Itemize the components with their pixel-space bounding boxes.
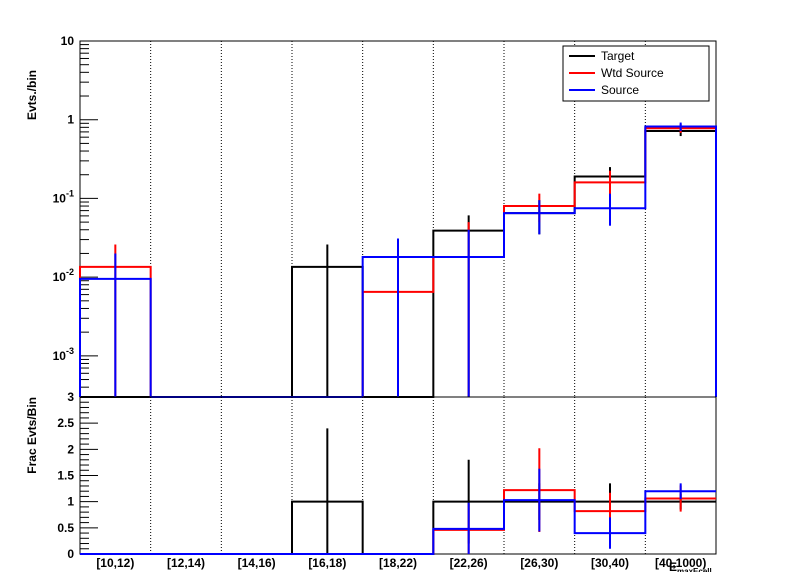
top-y-tick-base: 10	[53, 270, 67, 284]
x-category-label: [12,14)	[167, 556, 205, 570]
x-category-label: [22,26)	[450, 556, 488, 570]
x-category-label: [40,1000)	[655, 556, 706, 570]
x-axis-title-subscript: maxEcell	[677, 567, 712, 572]
top-y-tick-base: 1	[67, 113, 74, 127]
bottom-y-axis-title: Frac Evts/Bin	[25, 397, 39, 474]
legend-label: Source	[601, 83, 639, 97]
legend-label: Target	[601, 49, 635, 63]
top-y-tick-exponent: -1	[66, 188, 74, 198]
x-category-label: [18,22)	[379, 556, 417, 570]
bottom-y-tick-label: 0	[67, 547, 74, 561]
x-category-label: [30,40)	[591, 556, 629, 570]
x-axis-title: EmaxEcell	[669, 560, 712, 572]
legend: Target Wtd Source Source	[562, 45, 710, 102]
top-y-axis-title: Evts./bin	[25, 70, 39, 120]
top-y-tick-base: 10	[53, 191, 67, 205]
top-y-tick-label: 10-1	[53, 188, 74, 205]
top-y-tick-label: 10-3	[53, 346, 74, 363]
x-category-label: [10,12)	[96, 556, 134, 570]
top-series-line-source	[79, 125, 717, 398]
top-y-tick-base: 10	[61, 34, 75, 48]
x-category-label: [16,18)	[308, 556, 346, 570]
top-y-tick-base: 10	[53, 349, 67, 363]
x-category-label: [26,30)	[520, 556, 558, 570]
bottom-panel: 0 0.5 1 1.5 2 2.5 3 Frac Evts/Bin [10,12) [12,14)…	[25, 390, 717, 572]
bottom-y-tick-label: 0.5	[57, 521, 74, 535]
bottom-y-tick-label: 3	[67, 390, 74, 404]
top-y-tick-label: 10	[61, 34, 75, 48]
legend-label: Wtd Source	[601, 66, 664, 80]
top-y-tick-exponent: -3	[66, 346, 74, 356]
top-y-tick-exponent: -2	[66, 267, 74, 277]
bottom-y-tick-label: 2	[67, 442, 74, 456]
bottom-y-tick-label: 1.5	[57, 469, 74, 483]
bottom-y-tick-label: 1	[67, 495, 74, 509]
x-category-label: [14,16)	[238, 556, 276, 570]
top-y-tick-label: 1	[67, 113, 74, 127]
x-axis-title-base: E	[669, 560, 677, 572]
top-y-tick-label: 10-2	[53, 267, 74, 284]
bottom-y-tick-label: 2.5	[57, 416, 74, 430]
